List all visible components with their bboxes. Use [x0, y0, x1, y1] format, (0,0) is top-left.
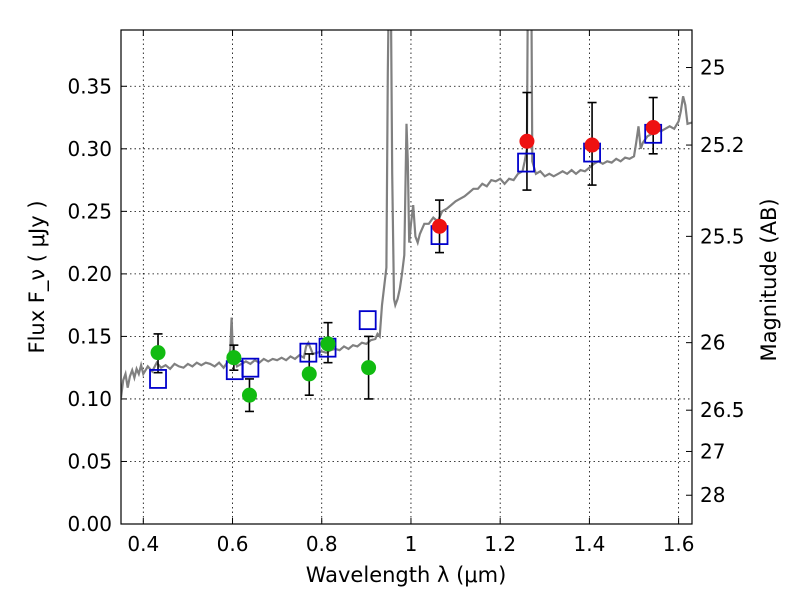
y-tick-label: 0.35 — [67, 74, 112, 98]
y-tick-label: 0.05 — [67, 449, 112, 473]
model-square — [517, 152, 535, 173]
red-point — [432, 218, 448, 234]
y2-tick-label: 26.5 — [700, 398, 745, 422]
green-point — [301, 366, 317, 382]
green-point — [241, 387, 257, 403]
x-tick-label: 1.6 — [663, 532, 695, 556]
x-tick-label: 1.4 — [573, 532, 605, 556]
plot-frame — [120, 29, 693, 525]
x-axis-label: Wavelength λ (μm) — [306, 563, 507, 587]
y-tick-label: 0.10 — [67, 387, 112, 411]
model-square — [299, 342, 318, 363]
red-point — [645, 120, 661, 136]
x-tick-label: 1 — [405, 532, 418, 556]
model-spectrum-line — [121, 30, 692, 398]
y2-axis-label: Magnitude (AB) — [757, 198, 781, 361]
model-square — [149, 369, 167, 389]
y-tick-label: 0.25 — [67, 199, 112, 223]
x-axis: 0.4 0.6 0.8 1 1.2 1.4 1.6 — [127, 30, 695, 556]
y2-tick-label: 25 — [700, 56, 725, 80]
y2-tick-label: 27 — [700, 439, 725, 463]
y2-tick-label: 25.2 — [700, 133, 745, 157]
y-tick-label: 0.00 — [67, 512, 112, 536]
y-tick-label: 0.20 — [67, 262, 112, 286]
y-tick-label: 0.15 — [67, 324, 112, 348]
plot-background — [121, 30, 692, 524]
y-axis: 0.00 0.05 0.10 0.15 0.20 0.25 0.30 0.35 — [67, 74, 127, 536]
y-tick-label: 0.30 — [67, 137, 112, 161]
y2-tick-label: 28 — [700, 483, 725, 507]
green-point — [320, 336, 336, 352]
model-square — [241, 357, 260, 378]
red-point — [519, 133, 535, 149]
x-tick-label: 0.4 — [127, 532, 159, 556]
x-tick-label: 0.6 — [217, 532, 249, 556]
y-axis-label: Flux F_ν ( μJy ) — [25, 200, 50, 353]
red-point — [584, 137, 600, 153]
plot-area — [121, 30, 692, 413]
x-tick-label: 1.2 — [484, 532, 516, 556]
x-tick-label: 0.8 — [306, 532, 338, 556]
y2-tick-label: 26 — [700, 331, 725, 355]
green-point — [150, 345, 166, 361]
green-point — [226, 350, 242, 366]
green-point — [361, 360, 377, 376]
y2-axis: 25 25.2 25.5 26 26.5 27 28 — [686, 56, 745, 507]
model-square — [358, 310, 377, 331]
data-points — [150, 120, 661, 403]
y2-tick-label: 25.5 — [700, 224, 745, 248]
